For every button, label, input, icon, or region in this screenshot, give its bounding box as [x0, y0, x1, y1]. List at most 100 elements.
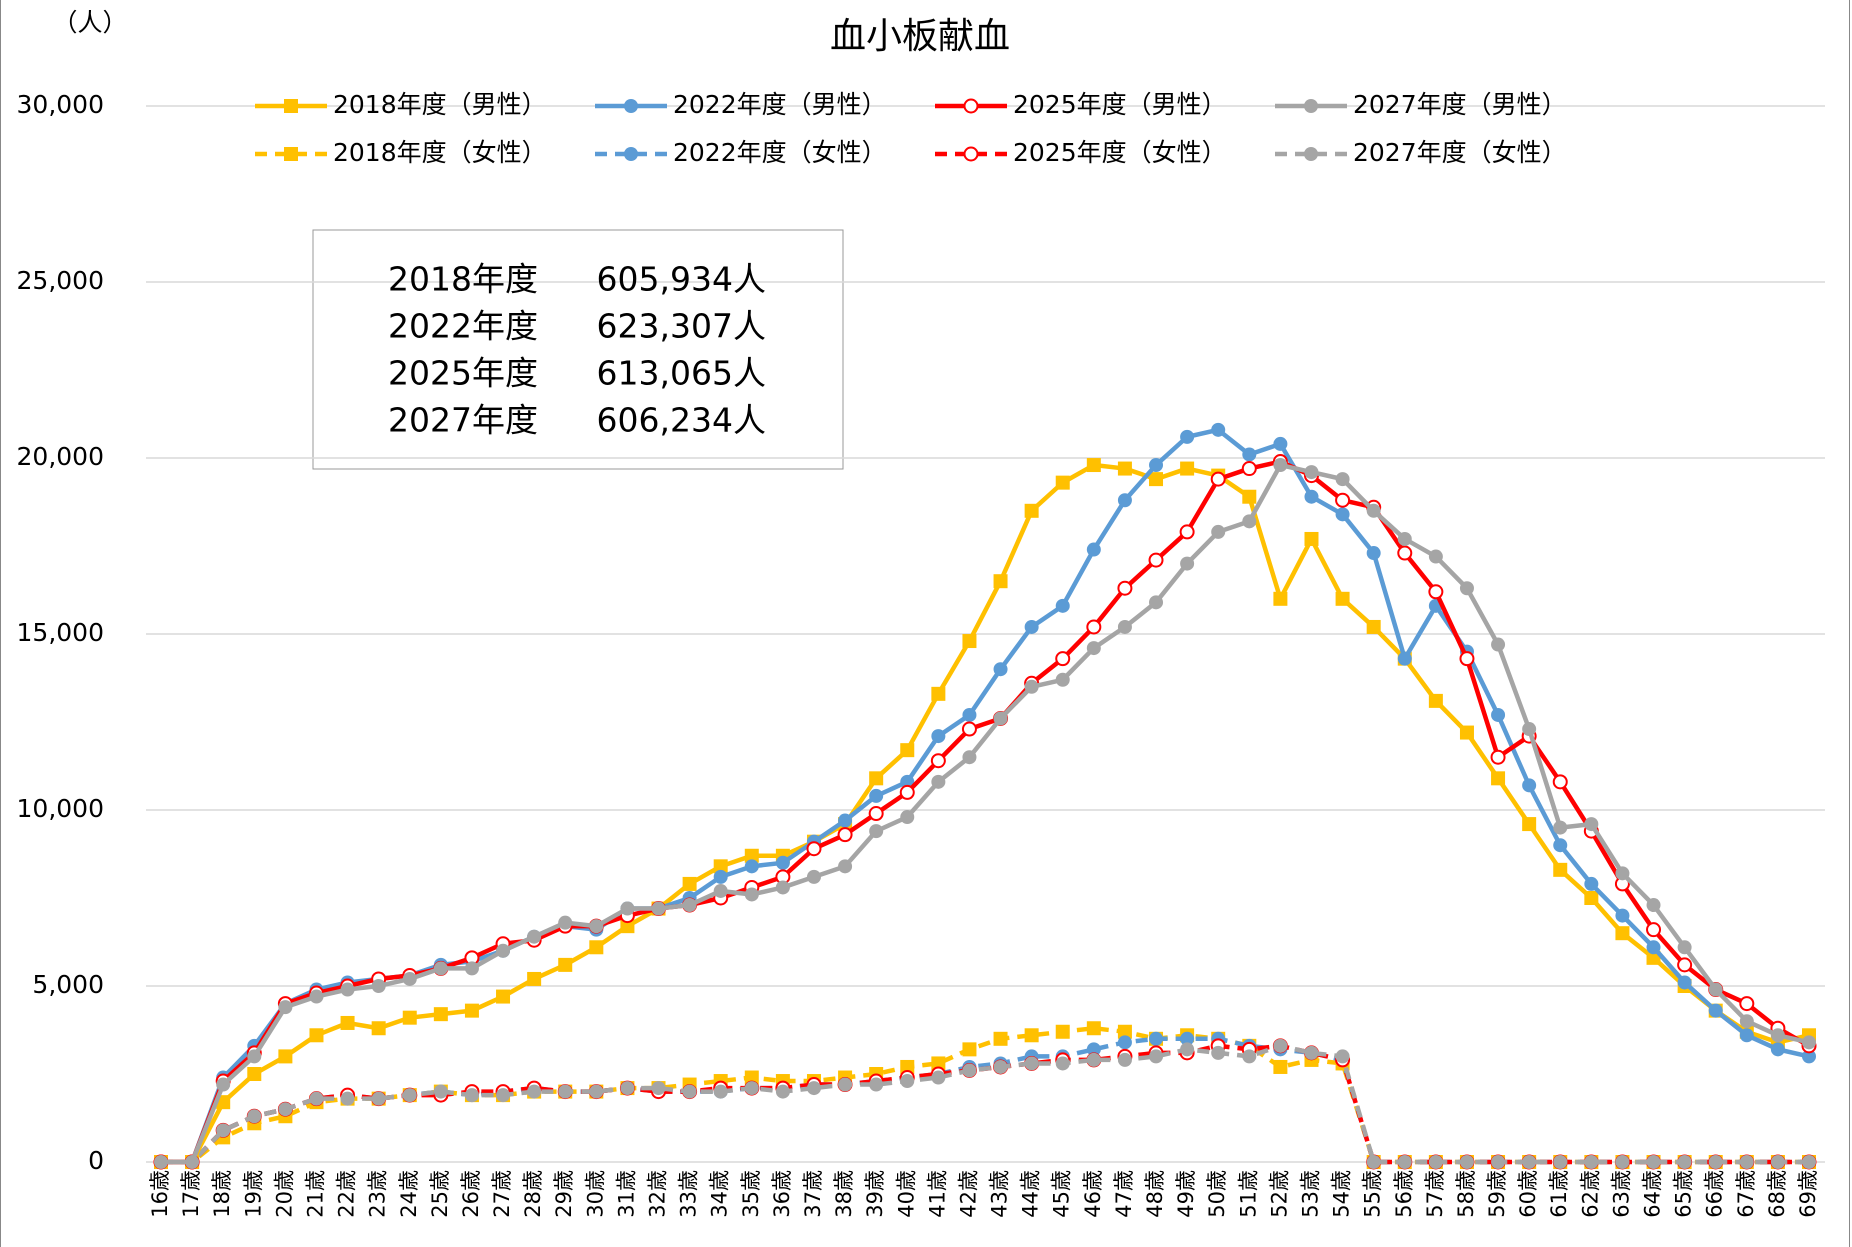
data-point — [1241, 461, 1257, 477]
series-line — [161, 1036, 1809, 1165]
data-point — [1491, 707, 1506, 722]
data-point — [806, 869, 821, 884]
data-point — [1304, 1045, 1319, 1060]
data-point — [838, 859, 853, 874]
data-point — [1770, 1155, 1785, 1169]
data-point — [1304, 489, 1319, 504]
data-point — [1584, 817, 1599, 832]
data-point — [1739, 1014, 1754, 1029]
data-point — [1335, 507, 1350, 522]
y-tick-label: 20,000 — [17, 442, 104, 471]
data-point — [278, 1049, 293, 1064]
data-point — [1024, 619, 1039, 634]
data-point — [868, 806, 884, 822]
data-point — [1149, 1049, 1164, 1064]
x-tick-label: 23歳 — [366, 1170, 390, 1218]
data-point — [1210, 471, 1226, 487]
data-point — [931, 686, 946, 701]
data-point — [900, 1059, 915, 1074]
x-tick-label: 63歳 — [1609, 1170, 1633, 1218]
x-tick-label: 42歳 — [956, 1170, 980, 1218]
data-point — [1117, 1052, 1132, 1067]
data-point — [1273, 1059, 1288, 1074]
x-tick-label: 43歳 — [988, 1170, 1012, 1218]
data-point — [900, 1074, 915, 1089]
data-point — [1055, 598, 1070, 613]
data-point — [1646, 898, 1661, 913]
data-point — [651, 901, 666, 916]
data-point — [1273, 1038, 1288, 1053]
data-point — [962, 707, 977, 722]
data-point — [464, 1003, 479, 1018]
data-point — [1428, 1155, 1443, 1169]
data-point — [900, 810, 915, 825]
data-point — [1428, 549, 1443, 564]
x-tick-label: 46歳 — [1081, 1170, 1105, 1218]
x-tick-label: 31歳 — [614, 1170, 638, 1218]
data-point — [620, 901, 635, 916]
data-point — [340, 982, 355, 997]
data-point — [1584, 1155, 1599, 1169]
data-point — [1086, 619, 1102, 635]
data-point — [1459, 581, 1474, 596]
legend-marker — [963, 146, 979, 162]
x-tick-label: 26歳 — [459, 1170, 483, 1218]
data-point — [558, 1084, 573, 1099]
data-point — [961, 721, 977, 737]
data-point — [651, 1081, 666, 1096]
x-tick-label: 60歳 — [1516, 1170, 1540, 1218]
data-point — [1335, 1049, 1350, 1064]
legend-label: 2018年度（男性） — [333, 90, 547, 119]
data-point — [1366, 1155, 1381, 1169]
data-point — [1615, 866, 1630, 881]
data-point — [1117, 461, 1132, 476]
data-point — [464, 961, 479, 976]
data-point — [744, 859, 759, 874]
x-tick-label: 68歳 — [1765, 1170, 1789, 1218]
legend-label: 2025年度（女性） — [1013, 138, 1227, 167]
data-point — [744, 1070, 759, 1085]
data-point — [837, 827, 853, 843]
data-point — [309, 989, 324, 1004]
x-tick-label: 47歳 — [1112, 1170, 1136, 1218]
data-point — [1242, 514, 1257, 529]
data-point — [1055, 475, 1070, 490]
data-point — [1708, 1155, 1723, 1169]
data-point — [993, 574, 1008, 589]
x-tick-label: 41歳 — [925, 1170, 949, 1218]
data-point — [1086, 641, 1101, 656]
data-point — [838, 1077, 853, 1092]
x-tick-label: 66歳 — [1703, 1170, 1727, 1218]
data-point — [931, 1070, 946, 1085]
data-point — [402, 1088, 417, 1103]
summary-year: 2022年度 — [388, 307, 538, 346]
data-point — [216, 1077, 231, 1092]
summary-year: 2025年度 — [388, 354, 538, 393]
data-point — [1117, 1035, 1132, 1050]
x-tick-label: 40歳 — [894, 1170, 918, 1218]
x-tick-label: 57歳 — [1423, 1170, 1447, 1218]
data-point — [589, 919, 604, 934]
x-tick-label: 17歳 — [179, 1170, 203, 1218]
data-point — [1708, 1003, 1723, 1018]
x-tick-label: 38歳 — [832, 1170, 856, 1218]
data-point — [900, 743, 915, 758]
x-tick-label: 25歳 — [428, 1170, 452, 1218]
data-point — [993, 711, 1008, 726]
x-tick-label: 48歳 — [1143, 1170, 1167, 1218]
legend-label: 2027年度（女性） — [1353, 138, 1567, 167]
x-tick-label: 69歳 — [1796, 1170, 1820, 1218]
x-tick-label: 34歳 — [708, 1170, 732, 1218]
summary-year: 2027年度 — [388, 401, 538, 440]
data-point — [713, 859, 728, 874]
data-point — [1428, 693, 1443, 708]
legend-marker — [1304, 99, 1318, 113]
x-tick-label: 59歳 — [1485, 1170, 1509, 1218]
data-point — [1491, 637, 1506, 652]
data-point — [930, 753, 946, 769]
data-point — [775, 1084, 790, 1099]
data-point — [1211, 524, 1226, 539]
chart-title: 血小板献血 — [830, 16, 1010, 57]
data-point — [1646, 1155, 1661, 1169]
